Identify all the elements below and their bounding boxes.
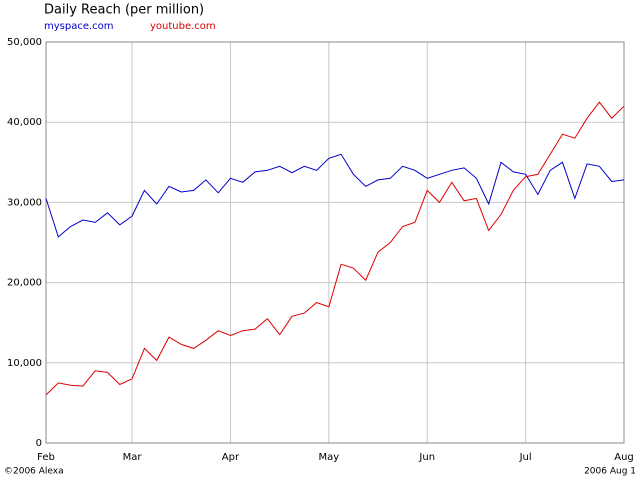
y-tick-label: 20,000	[7, 278, 42, 289]
y-tick-label: 0	[36, 438, 42, 449]
data-line	[45, 101, 625, 396]
x-tick-label: May	[319, 452, 340, 463]
x-tick-label: Aug	[614, 452, 634, 463]
x-tick-label: Feb	[37, 452, 55, 463]
x-tick-label: Mar	[123, 452, 143, 463]
y-tick-label: 10,000	[7, 358, 42, 369]
x-tick-label: Jul	[519, 452, 532, 463]
legend-entry: youtube.com	[150, 21, 216, 32]
y-tick-label: 40,000	[7, 117, 42, 128]
copyright: ©2006 Alexa	[4, 467, 64, 477]
legend-entry: myspace.com	[44, 21, 114, 32]
plot-frame	[45, 41, 625, 444]
y-tick-label: 50,000	[7, 37, 42, 48]
y-tick-label: 30,000	[7, 197, 42, 208]
x-tick-label: Apr	[222, 452, 240, 463]
x-tick-label: Jun	[418, 452, 435, 463]
chart-title: Daily Reach (per million)	[44, 3, 204, 18]
date: 2006 Aug 1	[584, 467, 636, 477]
data-line	[45, 153, 625, 238]
